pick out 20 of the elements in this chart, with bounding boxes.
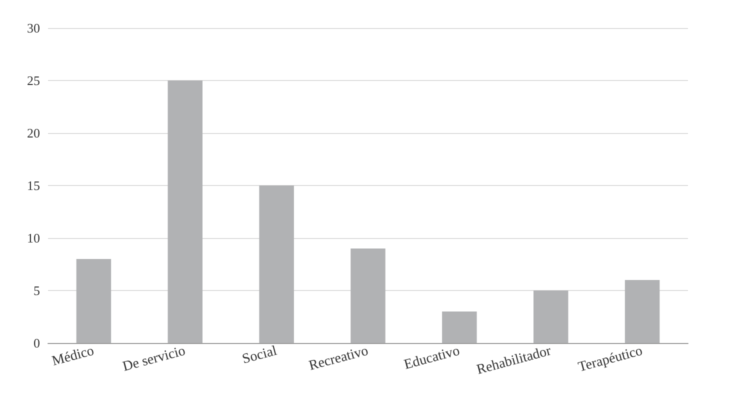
bar <box>259 186 294 343</box>
x-tick-label: Terapéutico <box>576 344 644 376</box>
x-tick-label: Médico <box>50 344 96 370</box>
x-tick-label: Social <box>240 344 279 368</box>
y-tick-label: 5 <box>34 283 40 298</box>
bar <box>350 248 386 343</box>
bar <box>168 80 203 343</box>
x-tick-label: Educativo <box>402 344 462 373</box>
bar <box>624 280 660 343</box>
y-tick-label: 10 <box>27 230 40 246</box>
bar <box>76 259 112 343</box>
y-tick-label: 0 <box>34 336 40 350</box>
y-tick-label: 25 <box>27 73 40 88</box>
bar <box>533 290 568 343</box>
y-tick-label: 30 <box>27 20 40 36</box>
y-tick-label: 15 <box>27 178 40 193</box>
x-tick-label: De servicio <box>121 344 188 375</box>
y-tick-label: 20 <box>27 126 40 140</box>
bar <box>442 312 477 343</box>
x-tick-label: Recreativo <box>307 344 370 374</box>
